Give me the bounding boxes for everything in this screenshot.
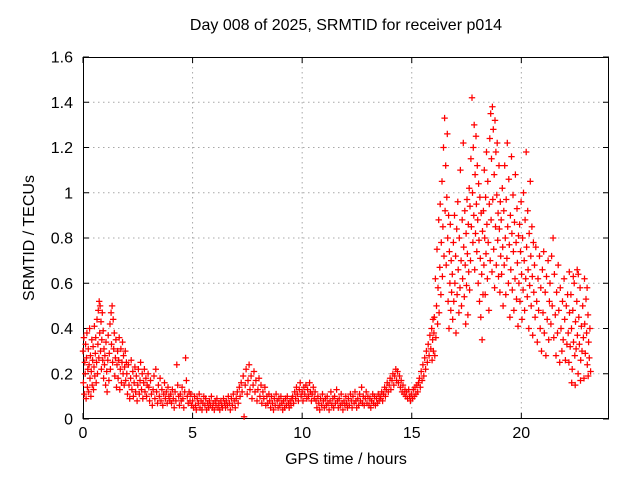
y-tick-label: 1.6 [51, 50, 73, 67]
y-tick-label: 0.6 [51, 276, 73, 293]
x-tick-label: 5 [188, 425, 197, 442]
chart-title: Day 008 of 2025, SRMTID for receiver p01… [189, 17, 503, 34]
scatter-points [79, 94, 594, 420]
y-tick-label: 0 [64, 412, 73, 429]
y-tick-label: 0.8 [51, 231, 73, 248]
y-tick-label: 1.2 [51, 140, 73, 157]
y-tick-label: 0.2 [51, 366, 73, 383]
y-tick-label: 1 [64, 185, 73, 202]
x-tick-label: 10 [293, 425, 311, 442]
grid-lines [83, 57, 609, 419]
axis-ticks [82, 56, 609, 420]
plot-border [83, 57, 609, 419]
y-tick-label: 1.4 [51, 95, 73, 112]
x-axis-label: GPS time / hours [285, 451, 407, 468]
y-tick-label: 0.4 [51, 321, 73, 338]
x-tick-label: 0 [79, 425, 88, 442]
x-tick-label: 20 [512, 425, 530, 442]
x-tick-label: 15 [403, 425, 421, 442]
